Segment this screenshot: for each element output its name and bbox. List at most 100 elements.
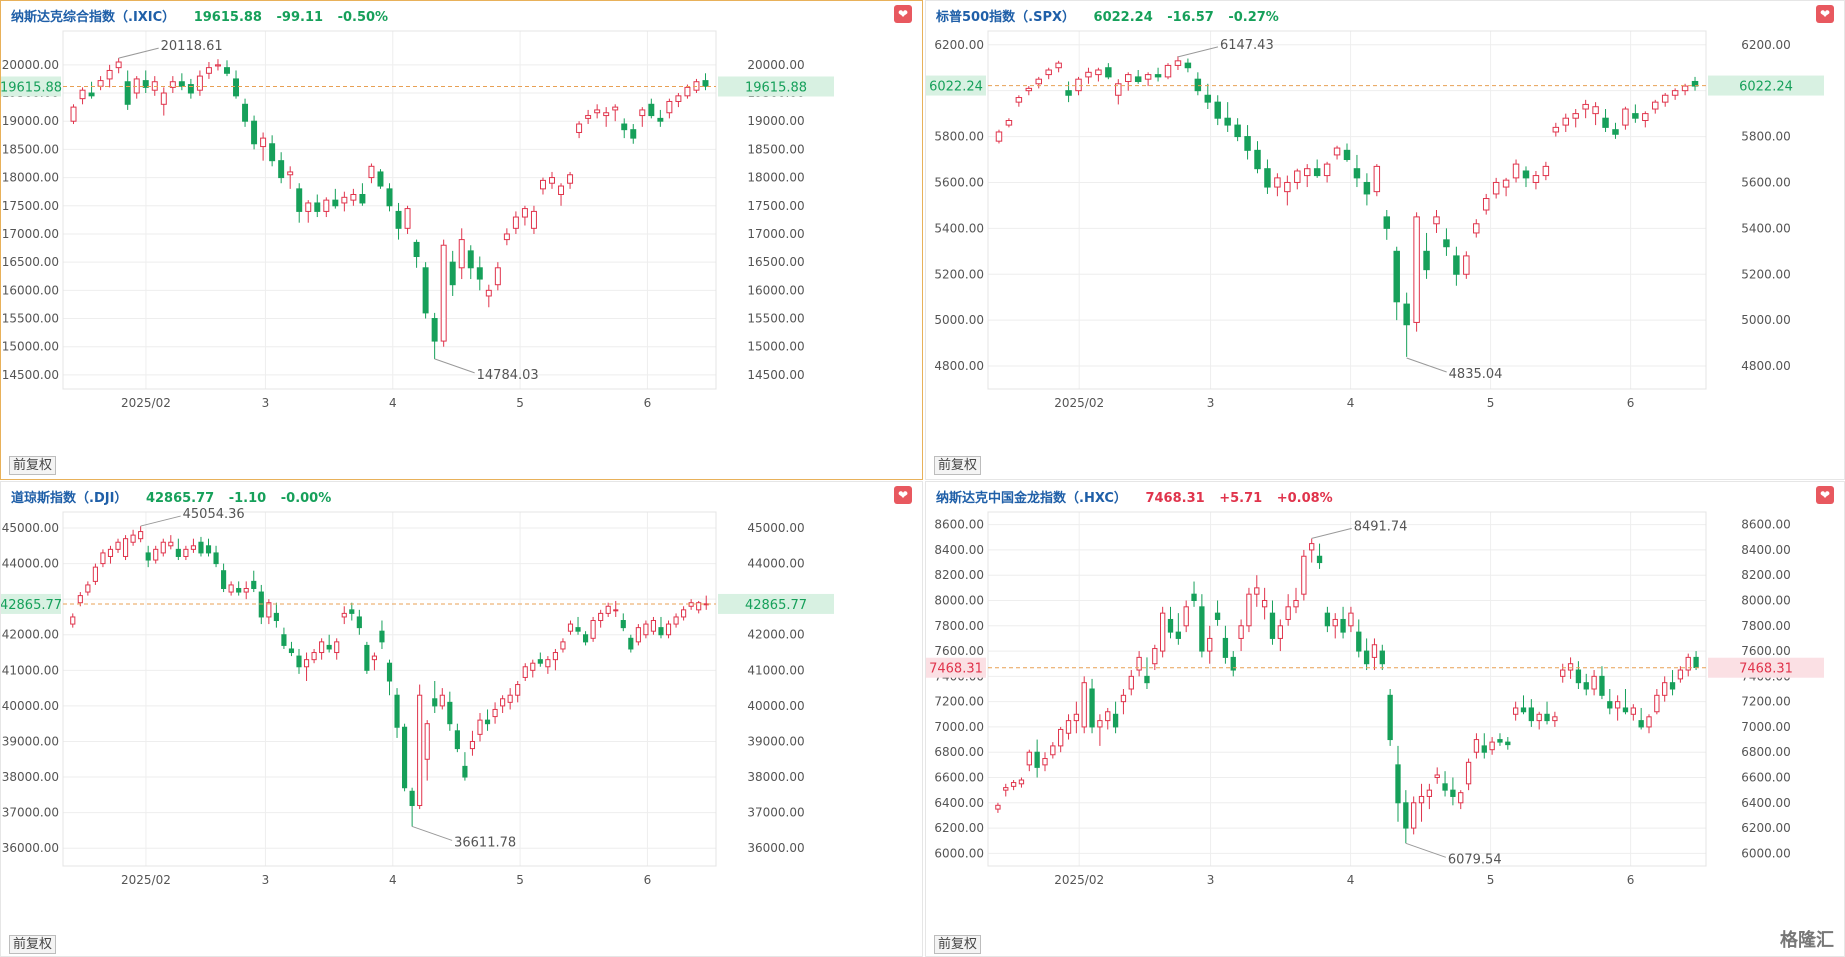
candle-body: [1505, 741, 1511, 746]
y-tick-label-left: 39000.00: [2, 734, 59, 748]
candle-body: [1285, 606, 1291, 620]
candle-body: [1194, 78, 1202, 92]
candle-body: [145, 552, 151, 561]
candlestick-chart[interactable]: 2025/02345620000.0020000.0019500.0019500…: [1, 1, 922, 479]
candle-body: [630, 129, 637, 139]
candle-body: [1622, 108, 1629, 126]
candle-body: [413, 241, 420, 258]
y-tick-label-left: 8000.00: [934, 594, 984, 608]
panel-header: 纳斯达克中国金龙指数（.HXC） 7468.31 +5.71 +0.08%: [936, 487, 1343, 506]
candle-body: [1152, 648, 1158, 665]
panel-dji[interactable]: 道琼斯指数（.DJI） 42865.77 -1.10 -0.00% ❤ 2025…: [0, 481, 923, 957]
candle-body: [1642, 113, 1649, 122]
candle-body: [1184, 62, 1192, 69]
candle-body: [1652, 101, 1659, 110]
adjust-mode-button[interactable]: 前复权: [934, 456, 982, 475]
favorite-heart-icon[interactable]: ❤: [1816, 486, 1834, 504]
candle-body: [1502, 179, 1510, 188]
candle-body: [107, 548, 114, 557]
candle-body: [233, 78, 240, 97]
x-tick-label: 3: [1207, 396, 1215, 410]
candle-body: [1575, 669, 1582, 684]
candle-body: [1340, 618, 1346, 633]
candle-body: [650, 620, 657, 632]
candle-body: [603, 112, 610, 117]
plot-frame: [987, 30, 1707, 390]
candle-body: [409, 790, 415, 807]
candle-body: [92, 566, 98, 582]
y-tick-label-left: 19000.00: [2, 114, 59, 128]
candle-body: [485, 289, 492, 297]
candle-body: [97, 80, 104, 87]
candle-body: [100, 552, 106, 565]
y-tick-label-left: 17000.00: [2, 227, 59, 241]
candle-body: [567, 623, 574, 632]
candle-body: [1097, 720, 1103, 728]
panel-hxc[interactable]: 纳斯达克中国金龙指数（.HXC） 7468.31 +5.71 +0.08% ❤ …: [925, 481, 1845, 957]
adjust-mode-button[interactable]: 前复权: [9, 456, 57, 475]
y-tick-label-left: 41000.00: [2, 663, 59, 677]
favorite-heart-icon[interactable]: ❤: [894, 486, 912, 504]
candle-body: [133, 78, 140, 94]
y-tick-label-left: 18500.00: [2, 142, 59, 156]
favorite-heart-icon[interactable]: ❤: [1816, 5, 1834, 23]
panel-ixic[interactable]: 纳斯达克综合指数（.IXIC） 19615.88 -99.11 -0.50% ❤…: [0, 0, 923, 480]
candle-body: [1136, 656, 1142, 671]
candle-body: [1512, 707, 1519, 715]
candle-body: [122, 538, 129, 557]
candle-body: [673, 616, 679, 625]
y-tick-label-right: 4800.00: [1741, 359, 1791, 373]
candle-body: [85, 584, 91, 593]
y-tick-label-right: 39000.00: [747, 734, 804, 748]
candle-body: [1065, 720, 1072, 734]
y-tick-label-right: 14500.00: [747, 368, 804, 382]
candle-body: [1026, 751, 1032, 766]
y-tick-label-right: 6800.00: [1741, 745, 1791, 759]
adjust-mode-button[interactable]: 前复权: [9, 935, 57, 954]
candle-body: [1324, 612, 1331, 627]
candle-body: [458, 239, 465, 269]
y-tick-label-right: 15000.00: [747, 340, 804, 354]
candle-body: [1669, 682, 1676, 690]
candle-body: [1450, 789, 1456, 797]
low-marker-line: [1405, 842, 1446, 858]
candle-body: [575, 627, 581, 632]
candle-body: [1662, 682, 1668, 696]
candle-body: [1045, 69, 1052, 76]
candle-body: [476, 267, 483, 280]
current-price-label-right: 7468.31: [1739, 662, 1793, 677]
favorite-heart-icon[interactable]: ❤: [894, 5, 912, 23]
candle-body: [1453, 255, 1460, 275]
candlestick-chart[interactable]: 2025/02 3 4 5 6 45000.00 45000.00 44000.00 44000…: [1, 482, 922, 956]
candle-body: [467, 250, 474, 269]
high-label: 8491.74: [1354, 519, 1408, 534]
current-price-label-right: 19615.88: [745, 80, 807, 95]
candle-body: [675, 95, 682, 102]
candle-body: [77, 595, 83, 604]
candlestick-chart[interactable]: 2025/0234566200.006200.006000.006000.005…: [926, 1, 1844, 479]
candle-body: [341, 612, 347, 618]
y-tick-label-right: 44000.00: [747, 557, 804, 571]
y-tick-label-right: 5600.00: [1741, 175, 1791, 189]
candle-body: [1081, 682, 1087, 728]
y-tick-label-right: 41000.00: [747, 663, 804, 677]
candle-body: [1567, 663, 1574, 671]
candle-body: [236, 587, 242, 593]
candle-body: [115, 61, 122, 69]
high-marker-line: [1311, 527, 1352, 539]
candle-body: [537, 659, 543, 664]
candle-body: [1387, 694, 1393, 741]
panel-spx[interactable]: 标普500指数（.SPX） 6022.24 -16.57 -0.27% ❤ 20…: [925, 0, 1845, 480]
current-price-tag-left: [1, 76, 61, 97]
candle-body: [326, 644, 332, 650]
y-tick-label-left: 5200.00: [934, 267, 984, 281]
candlestick-chart[interactable]: 2025/02 3 4 5 6 8600.00 8600.00 8400.00 8400.00 8…: [926, 482, 1844, 956]
candle-body: [1144, 675, 1150, 684]
candle-body: [175, 548, 181, 557]
candle-body: [368, 165, 375, 179]
candle-body: [1423, 250, 1430, 271]
candle-body: [1003, 787, 1009, 791]
candle-body: [296, 188, 303, 212]
y-tick-label-left: 8600.00: [934, 518, 984, 532]
adjust-mode-button[interactable]: 前复权: [934, 935, 982, 954]
